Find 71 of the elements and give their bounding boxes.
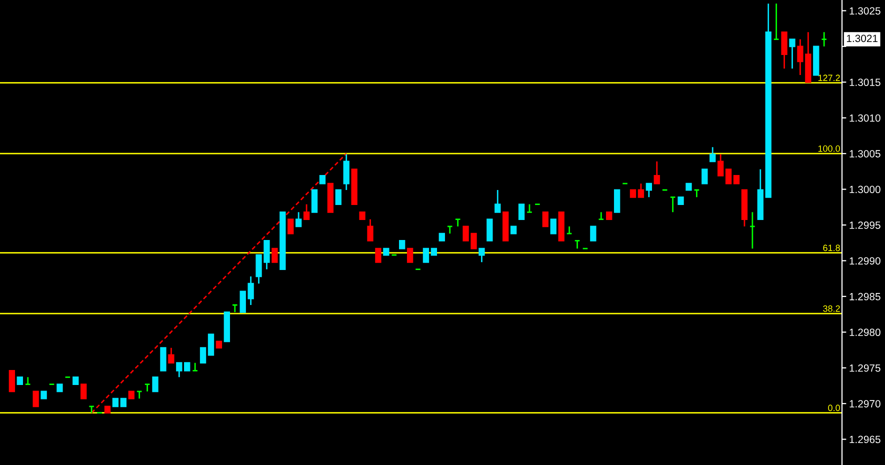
candlestick	[646, 182, 652, 198]
candlestick	[168, 347, 174, 364]
annotation: 0.0	[828, 404, 840, 412]
candlestick	[160, 347, 166, 372]
candlestick	[598, 211, 604, 220]
candlestick	[272, 248, 278, 263]
annotation: 127.2	[818, 74, 840, 81]
candlestick	[144, 384, 150, 392]
candlestick	[375, 248, 382, 263]
candlestick	[710, 146, 716, 162]
candlestick	[200, 347, 206, 364]
candlestick	[343, 154, 350, 191]
candlestick	[486, 218, 493, 242]
candlestick	[232, 304, 238, 313]
candlestick	[702, 168, 708, 184]
candlestick	[725, 168, 732, 184]
candlestick	[8, 370, 16, 392]
candlestick	[80, 384, 87, 400]
y-tick-label: 1.3010	[850, 114, 880, 122]
candlestick	[192, 362, 198, 372]
candlestick	[566, 226, 572, 234]
candlestick	[136, 390, 142, 400]
candlestick	[717, 154, 724, 176]
y-tick-label: 1.3015	[850, 78, 880, 86]
candlestick	[303, 204, 310, 220]
y-tick-label: 1.2995	[850, 222, 880, 229]
candlestick	[518, 204, 525, 220]
annotation: 100.0	[818, 145, 840, 152]
candlestick	[478, 248, 485, 263]
y-tick-label: 1.3000	[850, 186, 880, 194]
candlestick	[821, 31, 828, 48]
candlestick	[550, 218, 556, 234]
candlestick	[454, 218, 461, 228]
annotation: 61.8	[823, 244, 840, 252]
candlestick	[574, 240, 580, 250]
candlestick	[32, 390, 39, 408]
candlestick	[446, 226, 453, 234]
candlestick	[773, 2, 780, 40]
candlestick	[422, 248, 430, 263]
y-tick-label: 1.2985	[850, 292, 880, 300]
candlestick	[590, 226, 596, 242]
candlestick	[367, 218, 374, 242]
candlestick	[781, 31, 788, 70]
candlestick	[24, 376, 31, 385]
candlestick	[749, 211, 756, 250]
candlestick	[654, 160, 660, 184]
y-tick-label: 1.3025	[850, 7, 880, 15]
annotation: 38.2	[823, 305, 840, 312]
candlestick	[311, 189, 318, 213]
candlestick	[494, 189, 501, 213]
candlestick	[670, 196, 676, 213]
candlestick	[296, 211, 302, 228]
y-tick-label: 1.3005	[850, 150, 880, 158]
y-tick-label: 1.2970	[850, 400, 880, 408]
candlestick	[335, 189, 342, 205]
candlestick	[694, 189, 700, 198]
candlestick	[208, 334, 214, 356]
candlestick	[152, 376, 158, 392]
candlestick	[176, 362, 182, 378]
candlestick	[542, 211, 548, 228]
text: 1.3021	[846, 34, 878, 42]
candlestick	[406, 248, 414, 263]
y-tick-label: 1.2990	[850, 257, 880, 265]
candlestick	[638, 182, 644, 198]
y-tick-label: 1.2980	[850, 328, 880, 336]
y-tick-label: 1.2965	[850, 436, 880, 444]
candlestick	[288, 218, 294, 234]
y-tick-label: 1.2975	[850, 364, 880, 372]
candlestick	[789, 38, 796, 70]
candlestick	[614, 189, 620, 213]
candlestick	[88, 406, 95, 414]
